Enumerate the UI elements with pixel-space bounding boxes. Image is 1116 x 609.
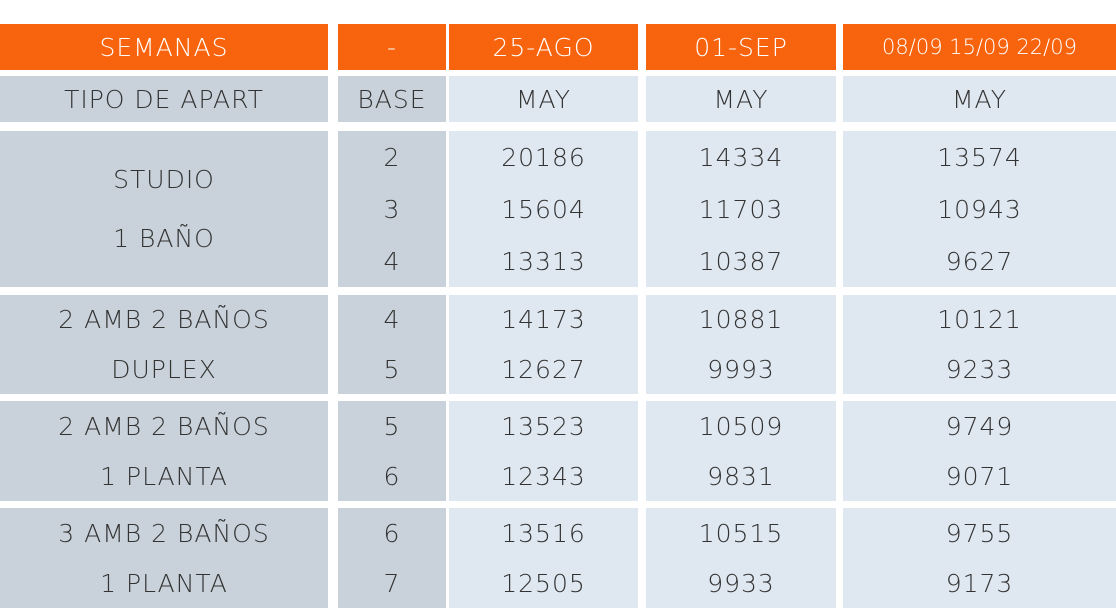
c2-cell: 10881 9993 [646,295,836,394]
price-value: 10509 [698,411,784,441]
base-cell: 2 3 4 [338,131,446,287]
price-value: 9831 [707,461,775,491]
header-cell: SEMANAS [0,24,328,70]
base-value: 2 [383,142,401,172]
header-cell: - [338,24,446,70]
base-value: 5 [383,354,401,384]
apartment-type: 1 BAÑO [113,224,215,253]
price-value: 9749 [945,411,1014,441]
price-value: 12505 [501,568,586,598]
c1-cell: 13523 12343 [449,401,638,501]
subheader-label: TIPO DE APART [64,84,264,114]
header-label: 08/09 15/09 22/09 [882,35,1077,59]
price-value: 9233 [945,354,1014,384]
base-value: 4 [383,246,401,276]
apartment-type: STUDIO [113,165,215,194]
subheader-label: MAY [515,84,571,114]
price-value: 14334 [698,142,784,172]
apartment-type: 1 PLANTA [100,461,228,491]
header-cell: 25-AGO [449,24,638,70]
base-value: 6 [383,518,401,548]
subheader-cell: MAY [843,76,1116,122]
header-cell: 08/09 15/09 22/09 [843,24,1116,70]
price-value: 11703 [698,194,784,224]
price-value: 10387 [698,246,784,276]
apartment-type: 2 AMB 2 BAÑOS [58,305,270,335]
price-value: 10943 [937,194,1022,224]
c3-cell: 9755 9173 [843,508,1116,608]
price-value: 20186 [501,142,586,172]
price-value: 9627 [945,246,1014,276]
subheader-label: MAY [713,84,769,114]
price-value: 9071 [945,461,1014,491]
subheader-label: MAY [951,84,1007,114]
c2-cell: 10509 9831 [646,401,836,501]
base-value: 7 [383,568,401,598]
header-label: 25-AGO [492,32,595,62]
price-value: 13523 [501,411,586,441]
type-cell: STUDIO 1 BAÑO [0,131,328,287]
subheader-cell: MAY [646,76,836,122]
base-value: 6 [383,461,401,491]
apartment-type: 3 AMB 2 BAÑOS [58,518,270,548]
price-value: 12343 [501,461,586,491]
subheader-cell: BASE [338,76,446,122]
subheader-cell: MAY [449,76,638,122]
c3-cell: 10121 9233 [843,295,1116,394]
c3-cell: 13574 10943 9627 [843,131,1116,287]
type-cell: 2 AMB 2 BAÑOS 1 PLANTA [0,401,328,501]
price-value: 10121 [937,305,1022,335]
apartment-type: DUPLEX [111,354,217,384]
price-value: 12627 [501,354,586,384]
price-value: 9933 [707,568,775,598]
header-label: 01-SEP [694,32,788,62]
subheader-label: BASE [357,84,427,114]
price-value: 13574 [937,142,1022,172]
c1-cell: 13516 12505 [449,508,638,608]
price-value: 9755 [945,518,1014,548]
price-value: 10515 [698,518,784,548]
price-value: 15604 [501,194,586,224]
c1-cell: 20186 15604 13313 [449,131,638,287]
price-value: 13313 [501,246,586,276]
c2-cell: 14334 11703 10387 [646,131,836,287]
price-value: 10881 [698,305,784,335]
header-label: - [386,32,398,62]
subheader-cell: TIPO DE APART [0,76,328,122]
c1-cell: 14173 12627 [449,295,638,394]
header-label: SEMANAS [99,32,229,62]
type-cell: 2 AMB 2 BAÑOS DUPLEX [0,295,328,394]
c2-cell: 10515 9933 [646,508,836,608]
price-value: 9173 [945,568,1014,598]
base-value: 4 [383,305,401,335]
price-value: 13516 [501,518,586,548]
apartment-type: 1 PLANTA [100,568,228,598]
header-cell: 01-SEP [646,24,836,70]
type-cell: 3 AMB 2 BAÑOS 1 PLANTA [0,508,328,608]
c3-cell: 9749 9071 [843,401,1116,501]
base-value: 5 [383,411,401,441]
price-value: 9993 [707,354,775,384]
base-value: 3 [383,194,401,224]
apartment-type: 2 AMB 2 BAÑOS [58,411,270,441]
price-value: 14173 [501,305,586,335]
